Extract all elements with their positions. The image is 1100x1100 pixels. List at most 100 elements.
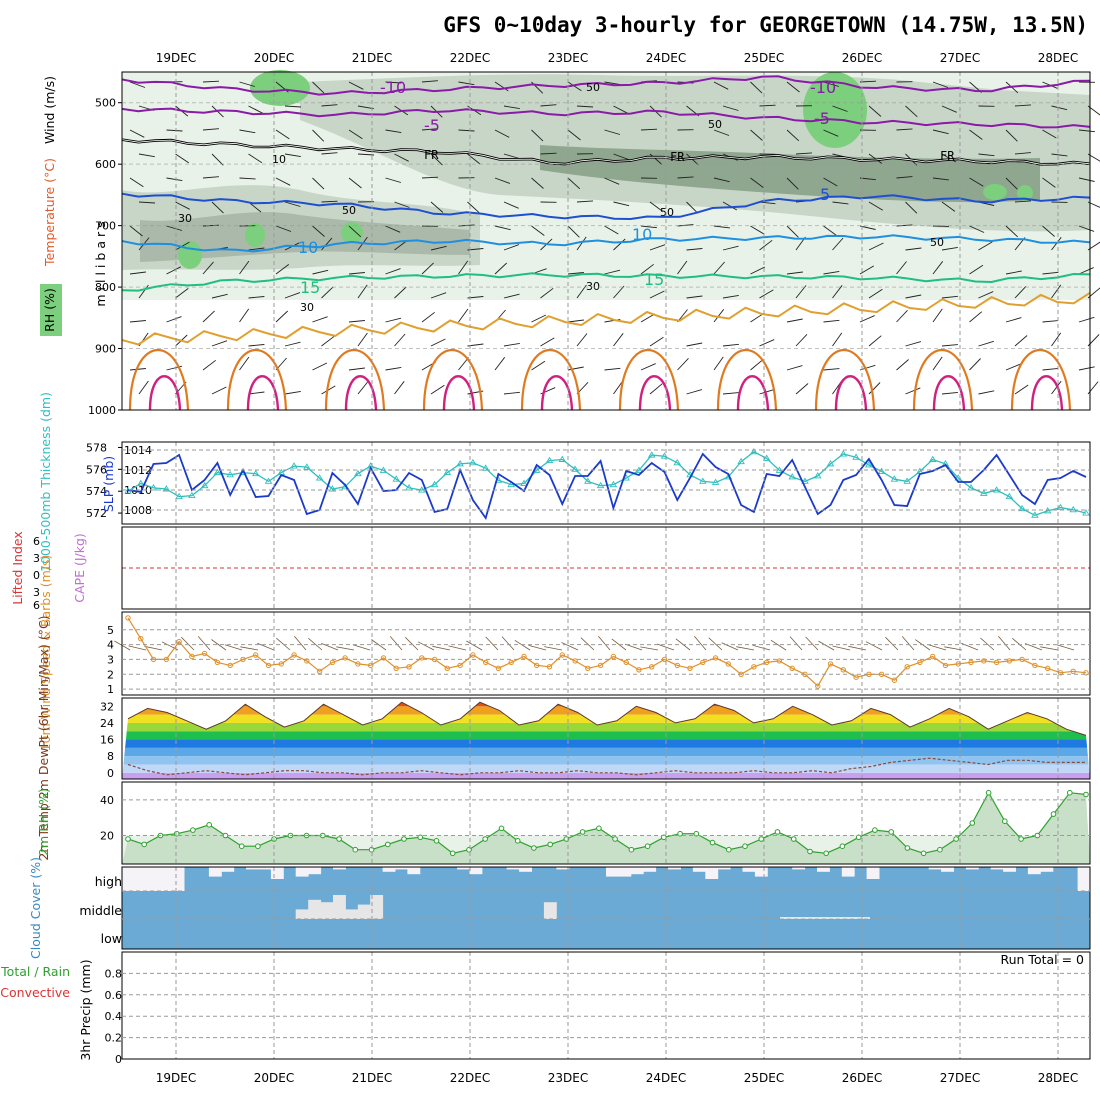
wind-barb — [430, 338, 446, 347]
wind10m-barb — [848, 645, 867, 651]
rh-wet-blob — [250, 70, 310, 106]
rh2m-point — [466, 846, 472, 853]
cloud-high-gap — [382, 867, 396, 872]
wind-barb — [531, 314, 547, 323]
cloud-high-gap — [717, 867, 731, 870]
wind-barb — [941, 295, 958, 299]
wind-barb — [1005, 317, 1022, 323]
wind-barb — [211, 386, 227, 395]
ylabel-2m-temp: 2m Temp 2m DewPt (6hr Min/Max) (°C) — [36, 615, 51, 860]
wind-barb — [905, 387, 921, 395]
rh2m-point — [872, 827, 878, 833]
wind-barb — [202, 359, 216, 371]
wind-barb — [348, 81, 364, 90]
wind-barb — [786, 225, 799, 238]
rh2m-point — [417, 834, 424, 841]
wind-barb — [1051, 332, 1062, 347]
wind10m-point — [368, 662, 374, 669]
cloud-high-gap — [606, 867, 619, 877]
rh2m-point — [807, 848, 813, 855]
isotherm-5 — [121, 192, 1091, 221]
wind-barb — [129, 177, 144, 188]
wind10m-point — [240, 656, 246, 663]
cloud-high-gap — [792, 867, 806, 870]
wind-barb — [941, 391, 958, 395]
wind-barb — [248, 153, 263, 164]
pressure-tick-label: 900 — [95, 343, 116, 356]
rh2m-point — [612, 836, 618, 842]
wind-barb — [868, 201, 884, 211]
cloud-high-gap — [122, 867, 135, 891]
wind-barb — [978, 241, 993, 251]
thickness-point — [673, 458, 682, 466]
rh2m-point — [758, 836, 765, 842]
cloud-high-gap — [866, 867, 880, 879]
wind10m-barb — [485, 636, 499, 651]
wind-barb — [394, 240, 408, 251]
bottom-date-label: 28DEC — [1038, 1071, 1078, 1085]
rh2m-point — [385, 841, 391, 848]
thickness-point — [813, 472, 822, 479]
isotherm-30 — [442, 375, 476, 411]
wind-barb — [494, 225, 511, 231]
li-tick-label: 3 — [33, 552, 40, 565]
slp-line — [127, 452, 1087, 521]
wind10m-point — [968, 659, 974, 666]
wind-barb — [941, 344, 958, 347]
cloud-high-gap — [618, 867, 632, 877]
cloud-bars — [122, 867, 1091, 949]
li-tick-label: 6 — [33, 535, 40, 548]
wind10m-barb — [694, 635, 707, 651]
wind10m-point — [189, 653, 195, 660]
thickness-point — [545, 456, 554, 464]
wind10m-point — [981, 658, 987, 664]
ylabel-10m-wind: 10m Wind Speed & Barbs (m/s) — [38, 555, 53, 752]
wind-barb — [385, 268, 401, 275]
wind-tick-label: 3 — [107, 653, 114, 666]
top-date-label: 22DEC — [450, 51, 490, 65]
bottom-date-label: 25DEC — [744, 1071, 784, 1085]
wind-barb — [385, 225, 401, 233]
rh2m-point — [531, 845, 537, 851]
rh2m-point — [1083, 791, 1089, 798]
rh2m-point — [709, 839, 716, 846]
upper-wind-barbs — [129, 80, 1100, 395]
wind-barb — [275, 129, 290, 140]
wind-barb — [321, 286, 334, 299]
wind-barb — [896, 309, 908, 323]
wind10m-point — [265, 662, 272, 669]
precip-tick-label: 0 — [115, 1053, 122, 1066]
wind-barb — [905, 341, 922, 347]
wind-barb — [832, 332, 843, 347]
wind-barb — [385, 81, 402, 84]
temp-band — [122, 722, 1090, 732]
cloud-high-gap — [705, 867, 719, 879]
wind-barb — [795, 152, 813, 155]
thickness-point — [865, 461, 873, 468]
wind10m-point — [930, 653, 936, 660]
wind-barb — [1014, 384, 1029, 395]
rh-contour-label: 30 — [178, 212, 192, 225]
thickness-point — [980, 489, 988, 496]
wind-barb — [750, 177, 764, 188]
wind-barb — [722, 343, 739, 347]
wind-barb — [713, 225, 730, 229]
wind10m-point — [444, 665, 450, 671]
wind-barb — [932, 129, 949, 135]
wind10m-barb — [352, 644, 371, 651]
rh2m-point — [742, 843, 748, 850]
panel-grid — [121, 71, 1091, 1060]
wind10m-barb — [708, 637, 723, 651]
wind-barb — [312, 269, 329, 275]
rh2m-point — [433, 838, 440, 844]
wind-barb — [786, 318, 803, 323]
wind10m-point — [419, 655, 425, 661]
rh2m-point — [1002, 818, 1008, 825]
wind-barb — [969, 225, 985, 233]
temp-tick-label: 0 — [107, 767, 114, 780]
rh2m-point — [693, 830, 700, 837]
cloud-high-gap — [395, 867, 408, 870]
isotherm-label: FR — [670, 150, 685, 164]
wind-barb — [202, 80, 220, 83]
